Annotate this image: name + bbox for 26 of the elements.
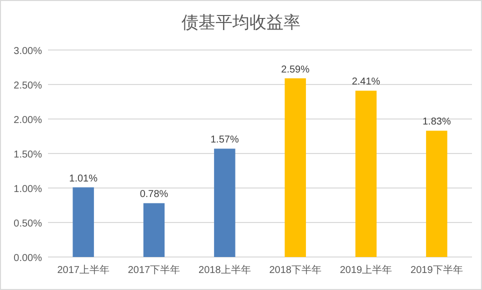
x-tick-label: 2019上半年 (340, 264, 392, 276)
data-label: 2.41% (352, 76, 380, 88)
chart-title: 债基平均收益率 (182, 13, 300, 32)
y-tick-label: 1.00% (14, 184, 42, 195)
x-tick-label: 2017下半年 (128, 264, 180, 276)
bar (426, 130, 448, 257)
data-label: 1.01% (69, 173, 98, 184)
y-tick-label: 2.00% (14, 115, 42, 126)
data-label: 0.78% (140, 189, 168, 200)
x-tick-label: 2019下半年 (410, 264, 463, 276)
x-tick-label: 2017上半年 (57, 264, 110, 276)
y-tick-label: 1.50% (14, 150, 42, 160)
bar (143, 203, 165, 257)
y-tick-label: 2.50% (14, 80, 42, 92)
data-label: 1.83% (422, 116, 451, 128)
y-tick-label: 3.00% (14, 46, 42, 57)
x-tick-label: 2018下半年 (269, 264, 322, 276)
bar (284, 78, 306, 257)
bar (355, 90, 377, 257)
y-tick-label: 0.50% (14, 218, 42, 230)
data-label: 2.59% (281, 64, 310, 76)
bar (214, 148, 236, 257)
y-tick-label: 0.00% (14, 253, 42, 264)
x-tick-label: 2018上半年 (198, 264, 251, 276)
data-label: 1.57% (210, 134, 239, 146)
bar (72, 187, 94, 257)
